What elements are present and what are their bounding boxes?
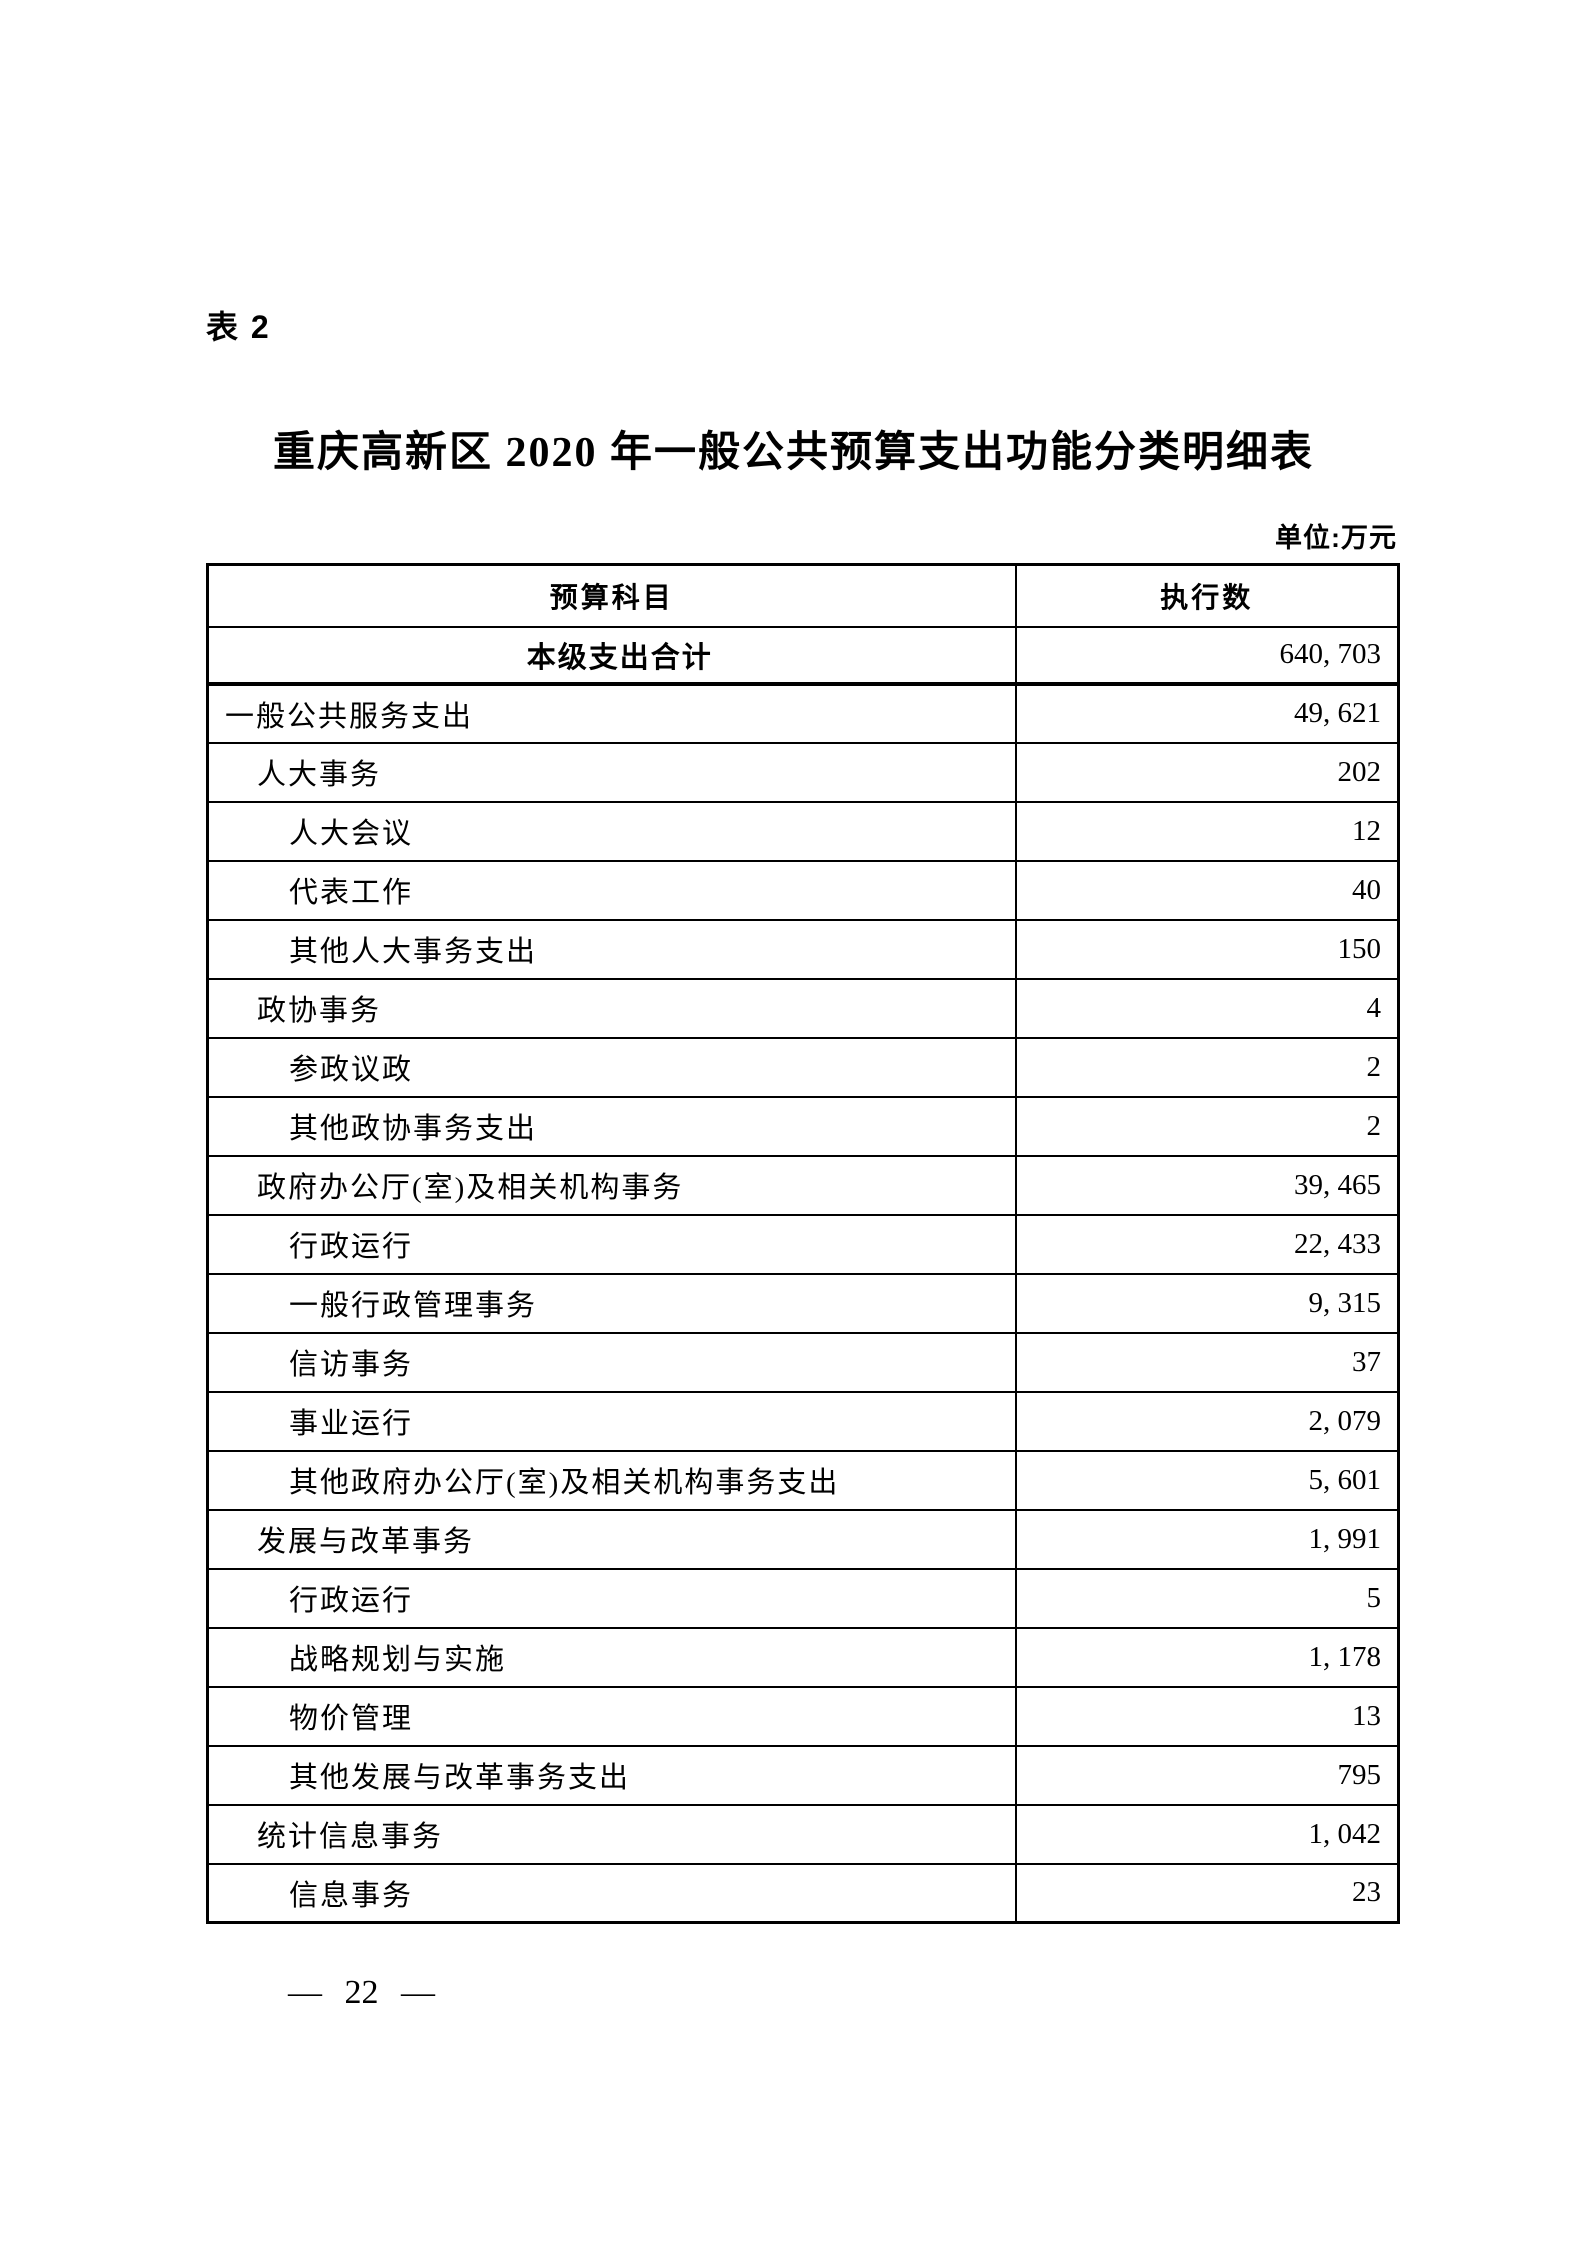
budget-item-label: 一般公共服务支出: [206, 682, 1017, 744]
budget-item-value: 12: [1014, 800, 1400, 862]
budget-item-label: 其他发展与改革事务支出: [206, 1744, 1017, 1806]
budget-table: 预算科目 执行数 本级支出合计 640, 703 一般公共服务支出 49, 62…: [206, 563, 1400, 1924]
total-row-value: 640, 703: [1014, 625, 1400, 686]
total-row: 本级支出合计 640, 703: [206, 625, 1400, 686]
budget-item-value: 23: [1014, 1862, 1400, 1924]
table-row: 行政运行 22, 433: [206, 1213, 1400, 1275]
budget-item-value: 13: [1014, 1685, 1400, 1747]
table-row: 战略规划与实施 1, 178: [206, 1626, 1400, 1688]
column-header-amount: 执行数: [1014, 563, 1400, 628]
budget-item-label: 其他人大事务支出: [206, 918, 1017, 980]
budget-item-value: 37: [1014, 1331, 1400, 1393]
table-row: 其他政府办公厅(室)及相关机构事务支出 5, 601: [206, 1449, 1400, 1511]
table-row: 信息事务 23: [206, 1862, 1400, 1924]
budget-item-value: 2: [1014, 1036, 1400, 1098]
table-body: 本级支出合计 640, 703 一般公共服务支出 49, 621 人大事务 20…: [206, 625, 1400, 1924]
budget-item-label: 其他政府办公厅(室)及相关机构事务支出: [206, 1449, 1017, 1511]
budget-item-value: 1, 991: [1014, 1508, 1400, 1570]
budget-item-label: 政府办公厅(室)及相关机构事务: [206, 1154, 1017, 1216]
budget-item-label: 事业运行: [206, 1390, 1017, 1452]
budget-item-value: 2, 079: [1014, 1390, 1400, 1452]
budget-item-label: 行政运行: [206, 1213, 1017, 1275]
budget-item-label: 信息事务: [206, 1862, 1017, 1924]
budget-item-label: 统计信息事务: [206, 1803, 1017, 1865]
budget-item-label: 行政运行: [206, 1567, 1017, 1629]
budget-item-value: 49, 621: [1014, 682, 1400, 744]
budget-item-label: 发展与改革事务: [206, 1508, 1017, 1570]
budget-item-label: 战略规划与实施: [206, 1626, 1017, 1688]
budget-item-value: 4: [1014, 977, 1400, 1039]
table-row: 物价管理 13: [206, 1685, 1400, 1747]
budget-item-value: 5, 601: [1014, 1449, 1400, 1511]
page-number: — 22 —: [288, 1974, 435, 2011]
budget-item-label: 政协事务: [206, 977, 1017, 1039]
table-row: 政协事务 4: [206, 977, 1400, 1039]
table-row: 政府办公厅(室)及相关机构事务 39, 465: [206, 1154, 1400, 1216]
table-row: 其他政协事务支出 2: [206, 1095, 1400, 1157]
budget-item-value: 795: [1014, 1744, 1400, 1806]
budget-item-value: 1, 178: [1014, 1626, 1400, 1688]
budget-item-label: 人大会议: [206, 800, 1017, 862]
budget-item-label: 参政议政: [206, 1036, 1017, 1098]
budget-item-value: 40: [1014, 859, 1400, 921]
table-row: 行政运行 5: [206, 1567, 1400, 1629]
table-row: 参政议政 2: [206, 1036, 1400, 1098]
table-row: 其他发展与改革事务支出 795: [206, 1744, 1400, 1806]
budget-item-value: 5: [1014, 1567, 1400, 1629]
budget-item-value: 2: [1014, 1095, 1400, 1157]
table-row: 代表工作 40: [206, 859, 1400, 921]
table-row: 统计信息事务 1, 042: [206, 1803, 1400, 1865]
budget-item-label: 代表工作: [206, 859, 1017, 921]
table-row: 发展与改革事务 1, 991: [206, 1508, 1400, 1570]
table-row: 人大事务 202: [206, 741, 1400, 803]
budget-item-label: 一般行政管理事务: [206, 1272, 1017, 1334]
budget-item-label: 人大事务: [206, 741, 1017, 803]
table-row: 一般行政管理事务 9, 315: [206, 1272, 1400, 1334]
table-row: 信访事务 37: [206, 1331, 1400, 1393]
budget-item-value: 9, 315: [1014, 1272, 1400, 1334]
budget-item-value: 22, 433: [1014, 1213, 1400, 1275]
column-header-subject: 预算科目: [206, 563, 1017, 628]
document-title: 重庆高新区 2020 年一般公共预算支出功能分类明细表: [272, 430, 1314, 476]
budget-item-label: 物价管理: [206, 1685, 1017, 1747]
budget-item-label: 其他政协事务支出: [206, 1095, 1017, 1157]
budget-item-value: 150: [1014, 918, 1400, 980]
table-row: 一般公共服务支出 49, 621: [206, 682, 1400, 744]
table-row: 事业运行 2, 079: [206, 1390, 1400, 1452]
budget-item-label: 信访事务: [206, 1331, 1017, 1393]
budget-item-value: 39, 465: [1014, 1154, 1400, 1216]
table-header-row: 预算科目 执行数: [206, 563, 1400, 628]
table-label: 表 2: [206, 309, 271, 345]
total-row-label: 本级支出合计: [206, 625, 1017, 686]
table-row: 其他人大事务支出 150: [206, 918, 1400, 980]
budget-item-value: 202: [1014, 741, 1400, 803]
budget-item-value: 1, 042: [1014, 1803, 1400, 1865]
unit-label: 单位:万元: [1275, 523, 1397, 553]
table-row: 人大会议 12: [206, 800, 1400, 862]
